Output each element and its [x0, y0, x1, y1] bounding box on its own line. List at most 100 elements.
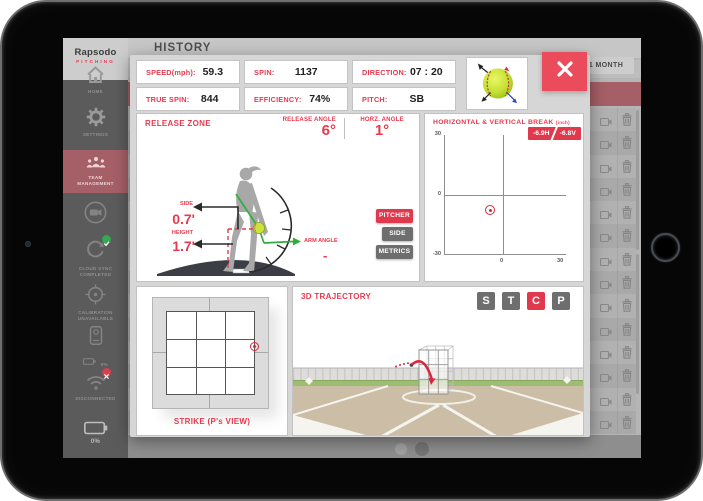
- sidebar: Rapsodo PITCHING HOME SETTINGS TEAM MANA…: [63, 38, 128, 458]
- row-divider: [617, 387, 618, 411]
- sidebar-label-calibration-1: CALIBRATION: [78, 310, 113, 315]
- break-chart-unit: (inch): [555, 120, 570, 125]
- sidebar-label-disconnected: DISCONNECTED: [75, 396, 116, 401]
- close-icon: [556, 60, 574, 83]
- sidebar-item-home[interactable]: HOME: [63, 65, 128, 95]
- trash-icon[interactable]: [621, 206, 633, 224]
- sidebar-item-team-management[interactable]: TEAM MANAGEMENT: [63, 150, 128, 193]
- close-button[interactable]: [542, 52, 587, 91]
- row-divider: [617, 294, 618, 318]
- sidebar-item-wifi[interactable]: DISCONNECTED: [63, 368, 128, 402]
- video-icon[interactable]: [599, 254, 612, 272]
- row-divider: [617, 364, 618, 388]
- trajectory-button-t[interactable]: T: [502, 292, 520, 310]
- trash-icon[interactable]: [621, 346, 633, 364]
- logo-subtitle: PITCHING: [76, 59, 115, 64]
- page-indicator-bar: [128, 435, 641, 458]
- strike-zone-frame: [152, 297, 269, 409]
- center-horizontal-line: [444, 195, 566, 196]
- trajectory-panel: 3D TRAJECTORY S T C P: [292, 286, 584, 436]
- video-icon[interactable]: [599, 370, 612, 388]
- y-tick-neg30: -30: [432, 251, 441, 257]
- sidebar-item-device[interactable]: 0%: [63, 326, 128, 371]
- y-tick-30: 30: [434, 131, 441, 137]
- metric-value: SB: [409, 93, 425, 105]
- home-button[interactable]: [651, 233, 680, 262]
- row-divider: [617, 271, 618, 295]
- device-battery-row: 0%: [63, 353, 128, 371]
- sidebar-label-team-1: TEAM: [88, 175, 103, 180]
- trash-icon[interactable]: [621, 416, 633, 434]
- horz-angle-label: HORZ. ANGLE: [360, 117, 404, 123]
- trajectory-button-p[interactable]: P: [552, 292, 570, 310]
- front-camera: [25, 241, 31, 247]
- metric-label: EFFICIENCY:: [254, 94, 302, 104]
- trash-icon[interactable]: [621, 159, 633, 178]
- period-filter-button[interactable]: 1 MONTH: [578, 57, 634, 74]
- sidebar-item-cloud-sync[interactable]: CLOUD SYNC COMPLETED: [63, 235, 128, 277]
- trash-icon[interactable]: [621, 392, 633, 411]
- pitch-detail-modal: SPEED(mph): 59.3 SPIN: 1137 DIRECTION: 07 :…: [130, 52, 590, 437]
- release-zone-panel: RELEASE ZONE RELEASE ANGLE 6° HORZ. ANGL…: [136, 113, 420, 282]
- center-vertical-line: [503, 135, 504, 254]
- x-tick-0: 0: [500, 258, 504, 264]
- trash-icon[interactable]: [621, 229, 633, 247]
- break-chart-title-text: HORIZONTAL & VERTICAL BREAK: [433, 119, 554, 126]
- video-icon[interactable]: [599, 137, 612, 155]
- video-icon[interactable]: [599, 300, 612, 318]
- trash-icon[interactable]: [621, 136, 633, 154]
- sidebar-item-calibration[interactable]: CALIBRATION UNAVAILABLE: [63, 284, 128, 321]
- trash-icon[interactable]: [621, 252, 633, 271]
- trajectory-button-s[interactable]: S: [477, 292, 495, 310]
- page-dot-2[interactable]: [415, 442, 429, 456]
- sidebar-item-camera[interactable]: [63, 201, 128, 229]
- sidebar-item-settings[interactable]: SETTINGS: [63, 107, 128, 138]
- row-divider: [617, 131, 618, 155]
- video-icon[interactable]: [599, 161, 612, 179]
- trash-icon[interactable]: [621, 369, 633, 387]
- video-icon[interactable]: [599, 114, 612, 132]
- video-icon[interactable]: [599, 184, 612, 202]
- home-icon: [85, 66, 106, 88]
- wifi-icon: [85, 368, 111, 396]
- app-screen: HISTORY 1 MONTH: [63, 38, 641, 458]
- video-icon[interactable]: [599, 277, 612, 295]
- view-button-metrics[interactable]: METRICS: [376, 245, 413, 259]
- view-button-side[interactable]: SIDE: [382, 227, 413, 241]
- video-icon[interactable]: [599, 417, 612, 435]
- y-tick-0: 0: [437, 191, 441, 197]
- sidebar-item-battery: 0%: [63, 421, 128, 446]
- trash-icon[interactable]: [621, 299, 633, 317]
- horizontal-angle: HORZ. ANGLE 1°: [351, 117, 413, 139]
- device-battery-percent: 0%: [100, 362, 108, 367]
- video-icon[interactable]: [599, 230, 612, 248]
- video-icon[interactable]: [599, 207, 612, 225]
- row-divider: [617, 177, 618, 202]
- video-icon[interactable]: [599, 394, 612, 412]
- x-axis: [444, 254, 566, 255]
- logo-name: Rapsodo: [74, 47, 117, 58]
- row-divider: [617, 108, 618, 132]
- sidebar-label-cloud-2: COMPLETED: [79, 271, 112, 277]
- team-icon: [63, 155, 128, 175]
- video-icon[interactable]: [599, 324, 612, 342]
- trash-icon[interactable]: [621, 183, 633, 201]
- list-scrollbar[interactable]: [636, 110, 639, 250]
- trash-icon[interactable]: [621, 322, 633, 341]
- trash-icon[interactable]: [621, 276, 633, 294]
- metric-card-efficiency: EFFICIENCY: 74%: [244, 87, 348, 111]
- trash-icon[interactable]: [621, 113, 633, 131]
- y-axis: [444, 135, 445, 254]
- view-button-pitcher[interactable]: PITCHER: [376, 209, 413, 223]
- height-label: HEIGHT: [171, 230, 193, 236]
- height-value: 1.7': [172, 238, 195, 254]
- field-3d-view: [293, 345, 583, 435]
- release-angle: RELEASE ANGLE 6°: [283, 117, 336, 139]
- list-scrollbar-lower[interactable]: [636, 254, 639, 394]
- metric-value: 07 : 20: [409, 66, 443, 78]
- video-icon[interactable]: [599, 347, 612, 365]
- trajectory-button-c[interactable]: C: [527, 292, 545, 310]
- page-dot-1[interactable]: [395, 443, 407, 455]
- metric-card-direction: DIRECTION: 07 : 20: [352, 60, 456, 84]
